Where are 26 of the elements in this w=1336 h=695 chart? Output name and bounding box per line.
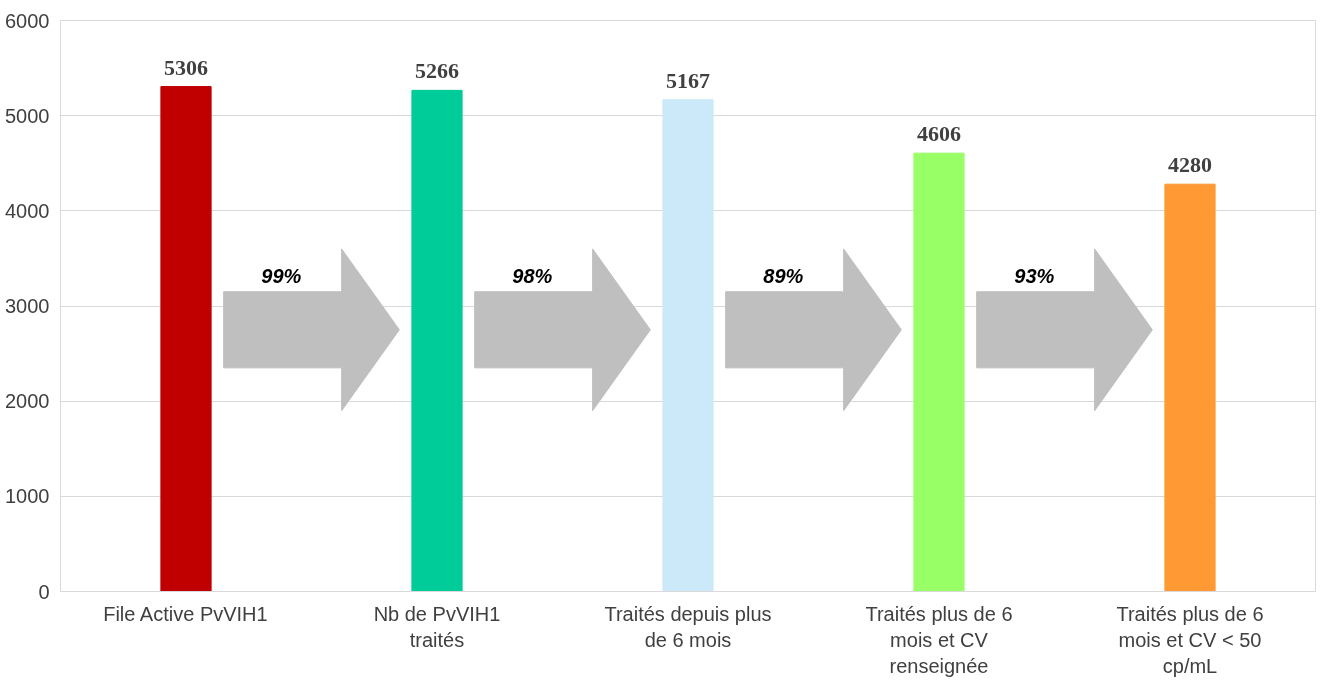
y-tick-label: 1000 (5, 485, 50, 508)
x-tick-label: File Active PvVIH1 (103, 602, 268, 625)
data-label: 4280 (1168, 152, 1212, 178)
bar (160, 86, 212, 592)
bar (913, 152, 965, 592)
annotation: 93% (1014, 264, 1055, 287)
bar (662, 99, 714, 592)
annotation: 98% (512, 264, 553, 287)
data-label: 4606 (917, 121, 961, 147)
bar (411, 89, 463, 592)
x-tick-label: Traités plus de 6 mois et CV < 50 cp/mL (1116, 602, 1264, 678)
y-tick-label: 4000 (5, 199, 50, 222)
x-tick-label: Nb de PvVIH1 traités (373, 602, 501, 651)
y-tick-label: 3000 (5, 295, 50, 317)
x-tick-label: Traités depuis plus de 6 mois (604, 602, 772, 651)
data-label: 5167 (666, 67, 710, 93)
data-label: 5266 (415, 58, 459, 84)
annotation: 99% (261, 264, 302, 287)
x-tick-label: Traités plus de 6 mois et CV renseignée (865, 602, 1013, 678)
y-tick-label: 2000 (5, 390, 50, 413)
bar (1164, 183, 1216, 592)
y-tick-label: 6000 (5, 9, 50, 32)
y-tick-label: 5000 (5, 104, 50, 127)
data-label: 5306 (164, 54, 208, 80)
y-tick-label: 0 (38, 580, 50, 603)
annotation: 89% (763, 264, 804, 287)
